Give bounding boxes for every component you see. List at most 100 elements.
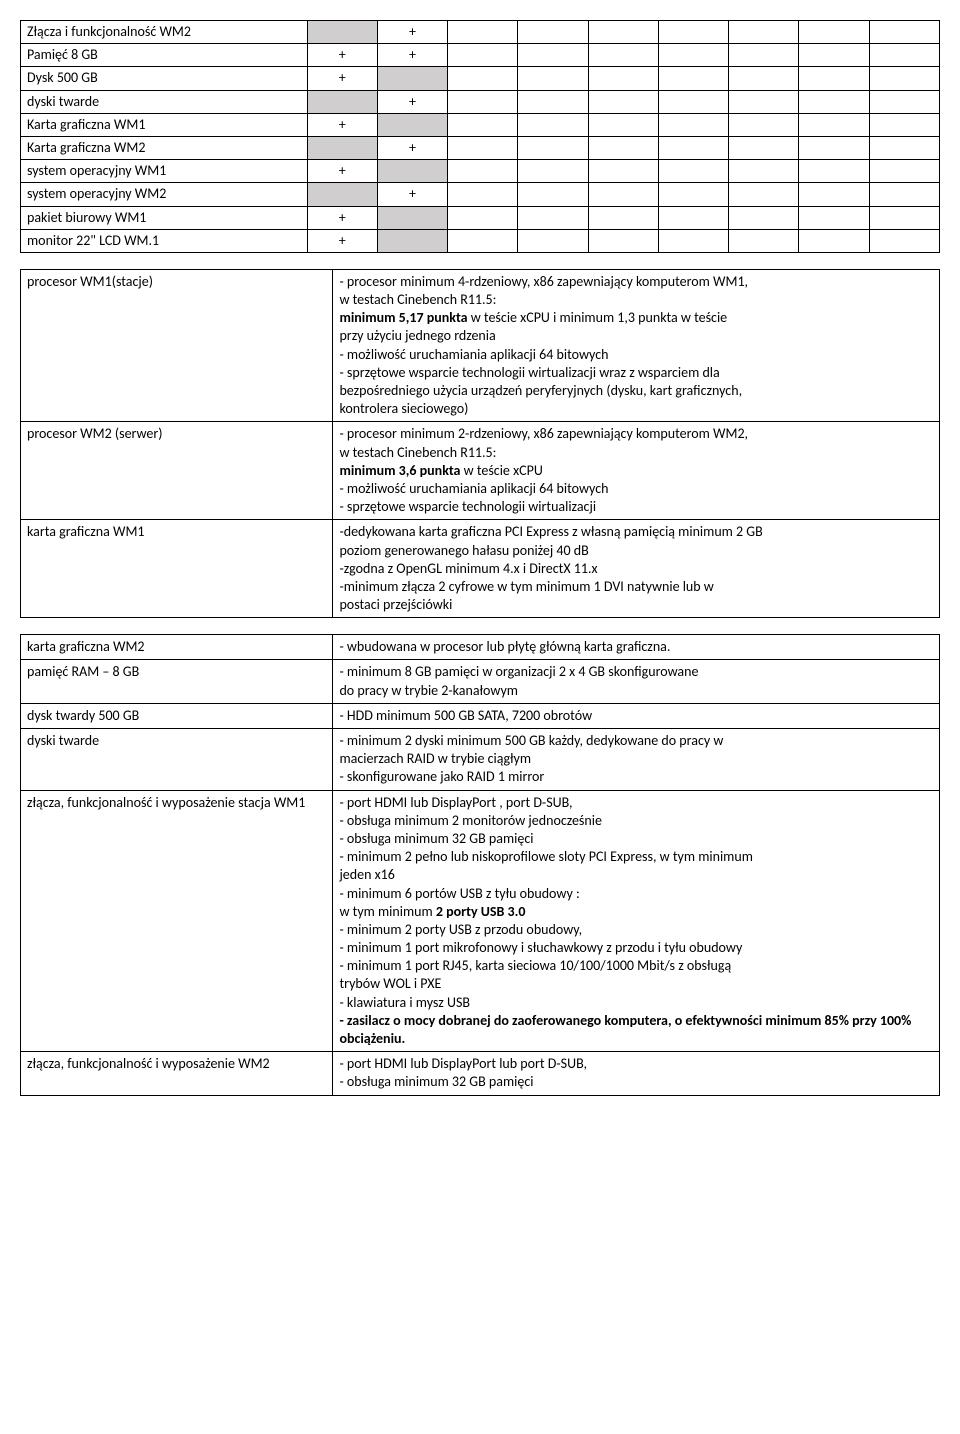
matrix-cell [448, 67, 518, 90]
matrix-cell [799, 136, 869, 159]
matrix-cell [448, 206, 518, 229]
matrix-cell [377, 67, 447, 90]
spec-content: - wbudowana w procesor lub płytę główną … [333, 635, 940, 660]
matrix-cell [658, 206, 728, 229]
matrix-cell [588, 90, 658, 113]
matrix-cell [658, 160, 728, 183]
matrix-cell [518, 136, 588, 159]
matrix-row-label: Dysk 500 GB [21, 67, 308, 90]
spec-label: pamięć RAM – 8 GB [21, 660, 333, 703]
matrix-cell [588, 229, 658, 252]
matrix-cell [869, 206, 939, 229]
matrix-cell [729, 229, 799, 252]
matrix-cell [869, 136, 939, 159]
matrix-row-label: pakiet biurowy WM1 [21, 206, 308, 229]
matrix-cell [729, 67, 799, 90]
spec-table-1: procesor WM1(stacje)- procesor minimum 4… [20, 269, 940, 618]
spec-table-2: karta graficzna WM2- wbudowana w proceso… [20, 634, 940, 1095]
spec-label: dyski twarde [21, 729, 333, 791]
matrix-cell [377, 206, 447, 229]
spec-label: karta graficzna WM2 [21, 635, 333, 660]
matrix-cell [588, 21, 658, 44]
matrix-cell: + [377, 44, 447, 67]
spec-content: - procesor minimum 2-rdzeniowy, x86 zape… [333, 422, 940, 520]
matrix-cell [729, 136, 799, 159]
matrix-cell [658, 113, 728, 136]
matrix-row-label: Karta graficzna WM2 [21, 136, 308, 159]
matrix-cell [729, 183, 799, 206]
matrix-cell [307, 90, 377, 113]
matrix-cell [518, 90, 588, 113]
matrix-cell [377, 160, 447, 183]
matrix-cell [658, 67, 728, 90]
matrix-cell: + [307, 113, 377, 136]
matrix-cell: + [377, 183, 447, 206]
matrix-cell [869, 21, 939, 44]
matrix-cell: + [307, 206, 377, 229]
matrix-cell [307, 136, 377, 159]
matrix-cell [448, 21, 518, 44]
matrix-row-label: dyski twarde [21, 90, 308, 113]
matrix-cell [518, 229, 588, 252]
matrix-cell: + [307, 44, 377, 67]
spec-content: -dedykowana karta graficzna PCI Express … [333, 520, 940, 618]
spec-label: procesor WM2 (serwer) [21, 422, 333, 520]
matrix-cell [869, 113, 939, 136]
matrix-cell: + [377, 136, 447, 159]
matrix-cell [307, 183, 377, 206]
matrix-cell [799, 21, 869, 44]
matrix-cell [448, 183, 518, 206]
matrix-cell [658, 21, 728, 44]
matrix-cell: + [377, 90, 447, 113]
matrix-row-label: system operacyjny WM2 [21, 183, 308, 206]
spec-label: dysk twardy 500 GB [21, 703, 333, 728]
spec-content: - minimum 8 GB pamięci w organizacji 2 x… [333, 660, 940, 703]
matrix-cell [448, 44, 518, 67]
spec-label: złącza, funkcjonalność i wyposażenie sta… [21, 790, 333, 1052]
matrix-cell [799, 90, 869, 113]
matrix-cell [658, 229, 728, 252]
matrix-cell [799, 160, 869, 183]
matrix-cell [448, 229, 518, 252]
matrix-cell: + [307, 229, 377, 252]
matrix-cell [729, 90, 799, 113]
matrix-cell [588, 206, 658, 229]
matrix-cell [518, 160, 588, 183]
matrix-cell [869, 160, 939, 183]
matrix-cell: + [307, 67, 377, 90]
matrix-cell [518, 113, 588, 136]
matrix-cell [799, 113, 869, 136]
matrix-cell [658, 90, 728, 113]
matrix-cell [448, 136, 518, 159]
matrix-cell [518, 67, 588, 90]
matrix-cell [729, 113, 799, 136]
matrix-cell [588, 67, 658, 90]
matrix-cell [518, 44, 588, 67]
spec-label: złącza, funkcjonalność i wyposażenie WM2 [21, 1052, 333, 1095]
matrix-cell [658, 136, 728, 159]
spec-content: - port HDMI lub DisplayPort lub port D-S… [333, 1052, 940, 1095]
matrix-table: Złącza i funkcjonalność WM2+Pamięć 8 GB+… [20, 20, 940, 253]
matrix-cell [518, 21, 588, 44]
matrix-cell [799, 206, 869, 229]
matrix-cell [518, 183, 588, 206]
spec-label: karta graficzna WM1 [21, 520, 333, 618]
matrix-cell [448, 160, 518, 183]
matrix-cell [799, 44, 869, 67]
matrix-cell [799, 67, 869, 90]
matrix-cell [869, 229, 939, 252]
matrix-cell [588, 44, 658, 67]
matrix-cell [799, 229, 869, 252]
matrix-cell [869, 67, 939, 90]
matrix-cell [588, 183, 658, 206]
matrix-cell [869, 90, 939, 113]
matrix-cell [729, 21, 799, 44]
matrix-cell [377, 113, 447, 136]
matrix-cell [518, 206, 588, 229]
matrix-cell: + [377, 21, 447, 44]
matrix-cell [869, 183, 939, 206]
matrix-cell [588, 136, 658, 159]
spec-label: procesor WM1(stacje) [21, 269, 333, 422]
matrix-cell [448, 113, 518, 136]
spec-content: - HDD minimum 500 GB SATA, 7200 obrotów [333, 703, 940, 728]
